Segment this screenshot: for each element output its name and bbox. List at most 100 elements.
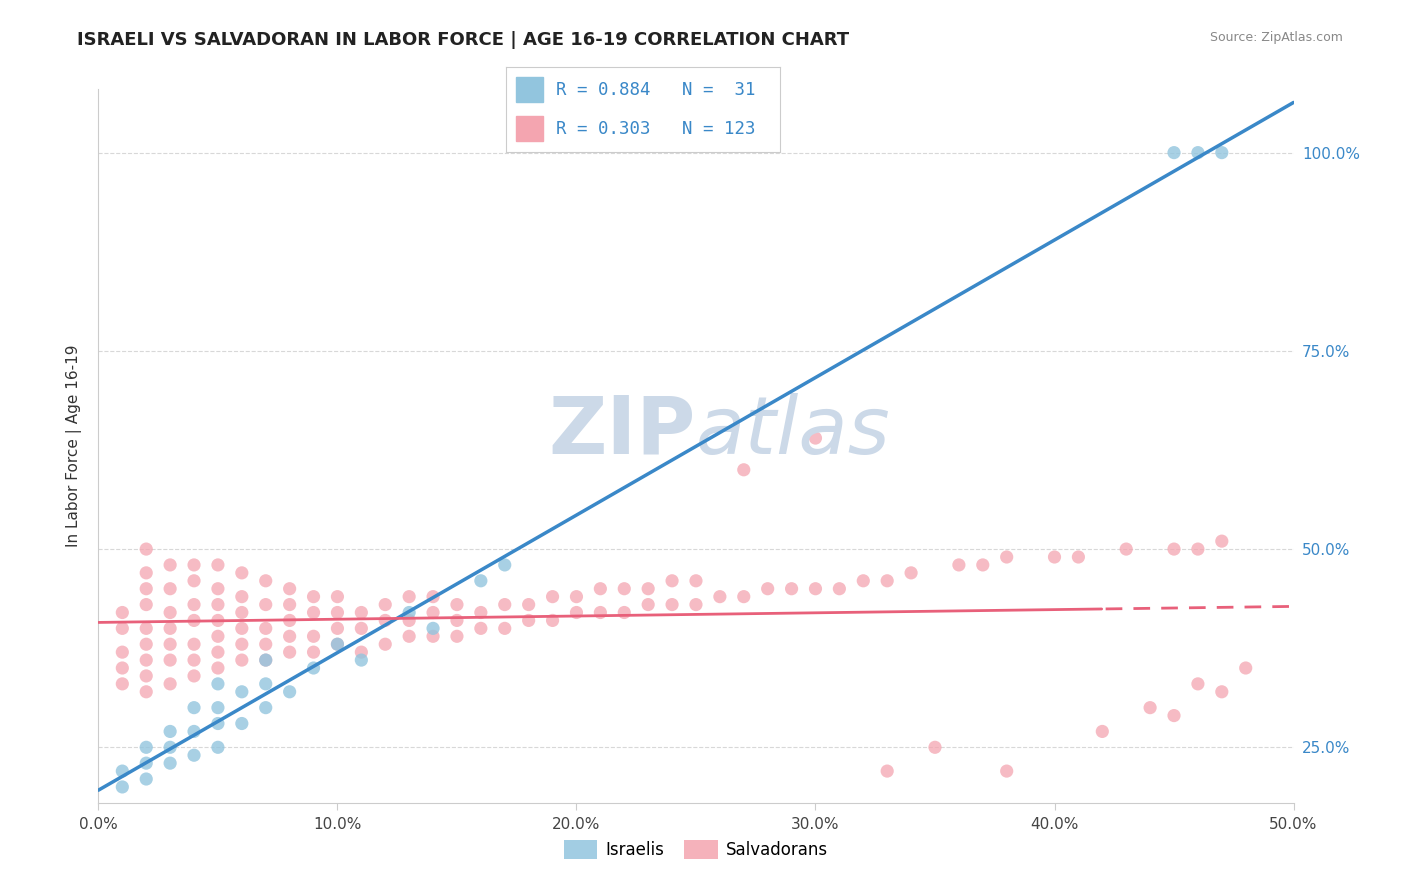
Point [948,558,970,572]
Point [374,637,396,651]
Point [613,606,636,620]
Point [278,645,301,659]
Point [207,661,229,675]
Text: ISRAELI VS SALVADORAN IN LABOR FORCE | AGE 16-19 CORRELATION CHART: ISRAELI VS SALVADORAN IN LABOR FORCE | A… [77,31,849,49]
Point [302,606,325,620]
Point [207,629,229,643]
Point [254,598,277,612]
Point [876,574,898,588]
Point [398,606,420,620]
Point [111,780,134,794]
Point [374,598,396,612]
Point [231,685,253,699]
Point [661,574,683,588]
Point [924,740,946,755]
Point [302,629,325,643]
Point [135,582,157,596]
Point [278,629,301,643]
Point [1187,677,1209,691]
Point [111,764,134,778]
Point [278,598,301,612]
Point [1067,549,1090,564]
Point [541,614,564,628]
Point [422,621,444,635]
Point [183,653,205,667]
Point [135,621,157,635]
Point [254,700,277,714]
Point [254,653,277,667]
Point [398,614,420,628]
Point [517,614,540,628]
Point [326,637,349,651]
Point [183,637,205,651]
Point [589,606,612,620]
Point [326,637,349,651]
Point [350,653,373,667]
Text: R = 0.884   N =  31: R = 0.884 N = 31 [555,81,755,99]
Point [995,764,1018,778]
Point [1211,534,1233,549]
Point [254,574,277,588]
Point [183,700,205,714]
Point [374,614,396,628]
Point [159,653,181,667]
Point [302,645,325,659]
Point [207,582,229,596]
Point [159,637,181,651]
Point [637,582,659,596]
Point [207,558,229,572]
Point [111,661,134,675]
Point [1163,145,1185,160]
Text: R = 0.303   N = 123: R = 0.303 N = 123 [555,120,755,137]
Point [231,566,253,580]
Point [637,598,659,612]
Point [135,669,157,683]
Point [135,740,157,755]
Point [111,621,134,635]
Point [398,590,420,604]
Point [183,669,205,683]
Point [159,558,181,572]
Point [517,598,540,612]
Point [302,661,325,675]
Point [709,590,731,604]
Point [231,637,253,651]
Point [326,590,349,604]
Point [183,748,205,763]
Point [780,582,803,596]
Text: Source: ZipAtlas.com: Source: ZipAtlas.com [1209,31,1343,45]
Point [159,740,181,755]
Point [1234,661,1257,675]
Point [661,598,683,612]
Text: atlas: atlas [696,392,891,471]
Point [278,614,301,628]
Point [183,724,205,739]
Point [828,582,851,596]
Point [565,606,588,620]
Point [159,724,181,739]
Point [613,582,636,596]
Point [231,653,253,667]
Point [685,574,707,588]
Point [470,574,492,588]
Point [685,598,707,612]
Point [350,621,373,635]
Point [254,637,277,651]
Point [159,756,181,771]
Point [135,637,157,651]
Point [231,606,253,620]
Point [733,463,755,477]
Point [278,685,301,699]
Point [207,614,229,628]
Point [231,590,253,604]
Point [733,590,755,604]
Point [326,606,349,620]
Point [1163,708,1185,723]
Point [1163,542,1185,557]
Point [494,621,516,635]
Point [804,431,827,445]
Point [446,598,468,612]
Point [278,582,301,596]
Point [1115,542,1137,557]
Point [446,629,468,643]
